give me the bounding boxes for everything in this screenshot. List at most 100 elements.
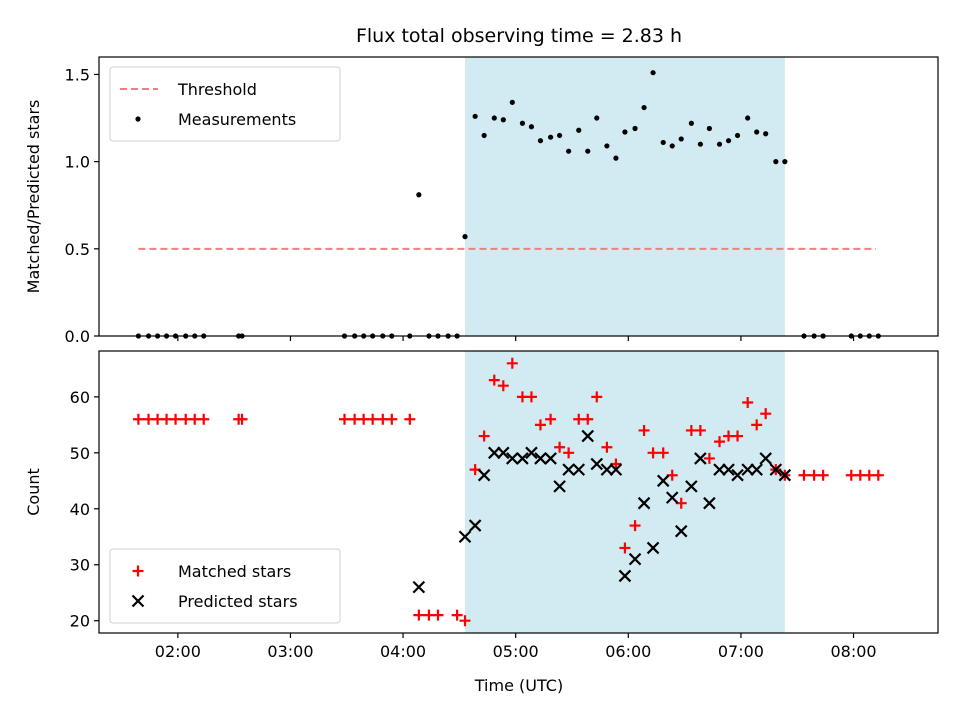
data-point xyxy=(468,519,482,532)
bottom-panel: 02:00 03:00 04:00 05:00 06:00 07:00 08:00 20 30 4… xyxy=(24,350,939,661)
legend-label: Measurements xyxy=(178,110,296,129)
data-point xyxy=(760,408,772,420)
axes-frame xyxy=(98,56,939,337)
y-tick-label: 0.5 xyxy=(65,240,90,259)
x-axis-label: Time (UTC) xyxy=(474,676,563,695)
data-point xyxy=(632,125,638,132)
data-point xyxy=(745,115,751,121)
data-point xyxy=(688,120,694,126)
y-tick-label: 60 xyxy=(70,388,90,407)
data-point xyxy=(697,141,703,147)
legend-label: Threshold xyxy=(177,80,257,99)
y-tick-label: 1.5 xyxy=(65,65,90,84)
data-point xyxy=(751,419,763,431)
legend: Matched stars Predicted stars xyxy=(109,548,341,624)
data-point xyxy=(646,541,660,555)
data-point xyxy=(553,480,566,493)
data-point xyxy=(601,441,613,453)
shaded-observing-region xyxy=(465,57,785,336)
legend-label: Predicted stars xyxy=(178,592,298,611)
data-point xyxy=(622,129,628,135)
data-point xyxy=(566,148,572,154)
data-point xyxy=(638,424,650,436)
data-point xyxy=(678,136,684,142)
data-point xyxy=(488,374,500,386)
series-predicted-stars xyxy=(412,429,792,594)
data-point xyxy=(525,391,537,403)
data-point xyxy=(367,413,379,425)
data-point xyxy=(716,141,723,147)
data-point xyxy=(674,524,688,538)
data-point xyxy=(458,530,472,544)
data-point xyxy=(576,127,582,133)
data-point xyxy=(773,159,779,165)
legend-box xyxy=(109,66,341,142)
data-point xyxy=(459,615,471,627)
data-point xyxy=(703,452,715,464)
data-point xyxy=(481,132,487,139)
data-point xyxy=(516,452,529,465)
data-point xyxy=(547,134,554,140)
data-point xyxy=(742,396,754,408)
data-point xyxy=(557,132,563,139)
series-matched-stars xyxy=(132,357,884,627)
shaded-observing-region xyxy=(465,351,785,633)
data-point xyxy=(500,117,506,123)
data-point xyxy=(544,452,557,465)
legend: Threshold Measurements xyxy=(109,66,341,142)
data-point xyxy=(817,469,829,481)
data-point xyxy=(618,569,632,583)
data-point xyxy=(657,447,669,459)
data-point xyxy=(519,120,526,126)
axes-frame xyxy=(98,350,939,634)
y-tick-label: 1.0 xyxy=(65,153,90,172)
data-point xyxy=(694,424,706,436)
data-point xyxy=(754,129,760,135)
data-point xyxy=(451,609,463,621)
data-point xyxy=(432,609,444,621)
data-point xyxy=(581,429,595,443)
data-point xyxy=(534,452,547,465)
data-point xyxy=(694,452,707,465)
data-point xyxy=(619,542,631,554)
legend-marker xyxy=(132,565,144,577)
data-point xyxy=(732,430,744,442)
x-tick-label: 06:00 xyxy=(605,642,651,661)
data-point xyxy=(412,580,426,594)
data-point xyxy=(497,446,510,460)
data-point xyxy=(741,463,754,476)
y-axis-label: Count xyxy=(24,468,43,516)
top-panel: 0.0 0.5 1.0 1.5 Matched/Predicted stars Thres… xyxy=(24,56,939,346)
data-point xyxy=(413,609,425,621)
data-point xyxy=(656,474,670,488)
data-point xyxy=(600,463,614,476)
data-point xyxy=(554,441,566,453)
data-point xyxy=(750,463,763,476)
data-point xyxy=(669,143,675,149)
data-point xyxy=(477,468,491,482)
data-point xyxy=(778,468,792,482)
data-point xyxy=(706,125,712,132)
data-point xyxy=(872,469,884,481)
y-tick-label: 20 xyxy=(70,612,90,631)
data-point xyxy=(534,419,546,431)
data-point xyxy=(594,115,600,121)
data-point xyxy=(591,391,603,403)
chart-title: Flux total observing time = 2.83 h xyxy=(356,25,682,47)
data-point xyxy=(647,447,659,459)
data-point xyxy=(582,413,594,425)
data-point xyxy=(585,148,591,154)
y-axis-label: Matched/Predicted stars xyxy=(24,100,43,294)
data-point xyxy=(198,413,210,425)
data-point xyxy=(462,234,468,240)
data-point xyxy=(769,463,783,476)
x-tick-label: 02:00 xyxy=(155,642,201,661)
y-tick-label: 0.0 xyxy=(65,327,90,346)
legend-marker xyxy=(131,594,145,608)
legend-label: Matched stars xyxy=(178,562,291,581)
data-point xyxy=(562,463,575,476)
data-point xyxy=(725,138,732,144)
data-point xyxy=(763,131,769,137)
x-tick-label: 07:00 xyxy=(718,642,764,661)
x-tick-label: 05:00 xyxy=(493,642,539,661)
